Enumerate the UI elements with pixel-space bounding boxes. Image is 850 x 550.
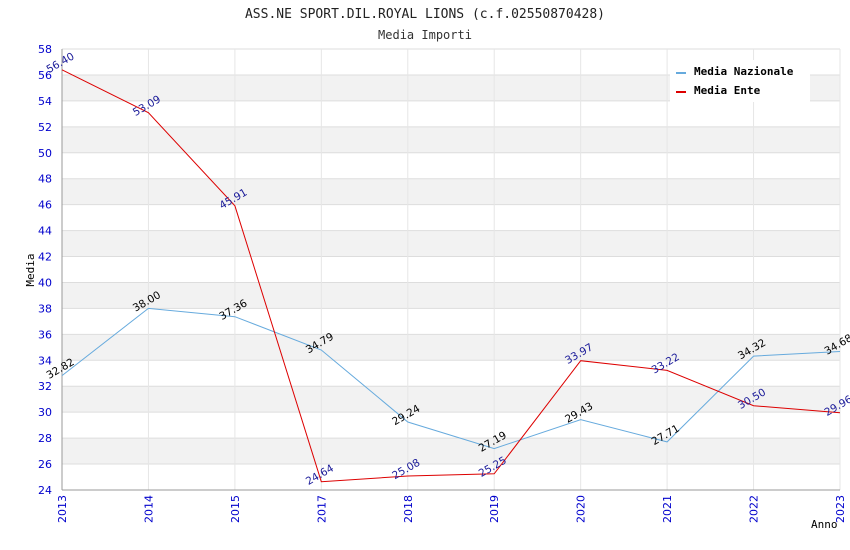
y-tick-label: 44 bbox=[38, 225, 52, 238]
x-tick-label: 2015 bbox=[229, 495, 242, 523]
y-tick-label: 28 bbox=[38, 432, 52, 445]
chart-subtitle: Media Importi bbox=[378, 28, 472, 42]
grid-band bbox=[62, 438, 840, 465]
grid-band bbox=[62, 204, 840, 231]
grid-band bbox=[62, 256, 840, 283]
y-tick-label: 42 bbox=[38, 251, 52, 264]
grid-bands bbox=[62, 49, 840, 490]
y-tick-label: 38 bbox=[38, 302, 52, 315]
x-tick-label: 2018 bbox=[402, 495, 415, 523]
y-tick-label: 52 bbox=[38, 121, 52, 134]
chart-title: ASS.NE SPORT.DIL.ROYAL LIONS (c.f.025508… bbox=[245, 7, 605, 22]
grid-band bbox=[62, 308, 840, 335]
y-tick-label: 26 bbox=[38, 458, 52, 471]
grid-band bbox=[62, 178, 840, 205]
grid-band bbox=[62, 464, 840, 490]
y-tick-label: 48 bbox=[38, 173, 52, 186]
legend-box bbox=[670, 60, 810, 102]
series-line-0 bbox=[61, 307, 841, 450]
grid-band bbox=[62, 282, 840, 309]
grid-band bbox=[62, 230, 840, 257]
grid-band bbox=[62, 126, 840, 153]
x-tick-label: 2017 bbox=[315, 495, 328, 523]
x-tick-label: 2023 bbox=[834, 495, 847, 523]
x-tick-label: 2021 bbox=[661, 495, 674, 523]
y-tick-label: 58 bbox=[38, 43, 52, 56]
y-tick-label: 50 bbox=[38, 147, 52, 160]
x-tick-label: 2020 bbox=[575, 495, 588, 523]
grid-band bbox=[62, 100, 840, 127]
series-lines bbox=[61, 69, 841, 483]
grid-band bbox=[62, 386, 840, 413]
y-tick-label: 46 bbox=[38, 199, 52, 212]
y-tick-label: 30 bbox=[38, 406, 52, 419]
x-tick-label: 2022 bbox=[748, 495, 761, 523]
y-tick-labels: 24 26 28 30 32 34 36 38 40 42 44 46 48 50 52 54 56 58 bbox=[38, 43, 52, 497]
x-tick-label: 2019 bbox=[488, 495, 501, 523]
y-tick-label: 40 bbox=[38, 276, 52, 289]
grid-band bbox=[62, 360, 840, 387]
x-tick-labels: 2013 2014 2015 2017 2018 2019 2020 2021 2022 2023 bbox=[56, 495, 847, 523]
legend-label-nazionale: Media Nazionale bbox=[694, 65, 794, 78]
x-axis-label: Anno bbox=[811, 518, 838, 531]
legend: Media Nazionale Media Ente bbox=[670, 60, 810, 102]
x-tick-label: 2014 bbox=[142, 495, 155, 523]
y-tick-label: 34 bbox=[38, 354, 52, 367]
y-tick-label: 54 bbox=[38, 95, 52, 108]
x-tick-label: 2013 bbox=[56, 495, 69, 523]
series-line-1 bbox=[61, 69, 841, 483]
grid-band bbox=[62, 334, 840, 361]
grid-band bbox=[62, 412, 840, 439]
y-axis-label: Media bbox=[24, 253, 37, 286]
legend-label-ente: Media Ente bbox=[694, 84, 761, 97]
grid-band bbox=[62, 152, 840, 179]
y-tick-label: 24 bbox=[38, 484, 52, 497]
y-tick-label: 36 bbox=[38, 328, 52, 341]
y-tick-label: 56 bbox=[38, 69, 52, 82]
y-tick-label: 32 bbox=[38, 380, 52, 393]
